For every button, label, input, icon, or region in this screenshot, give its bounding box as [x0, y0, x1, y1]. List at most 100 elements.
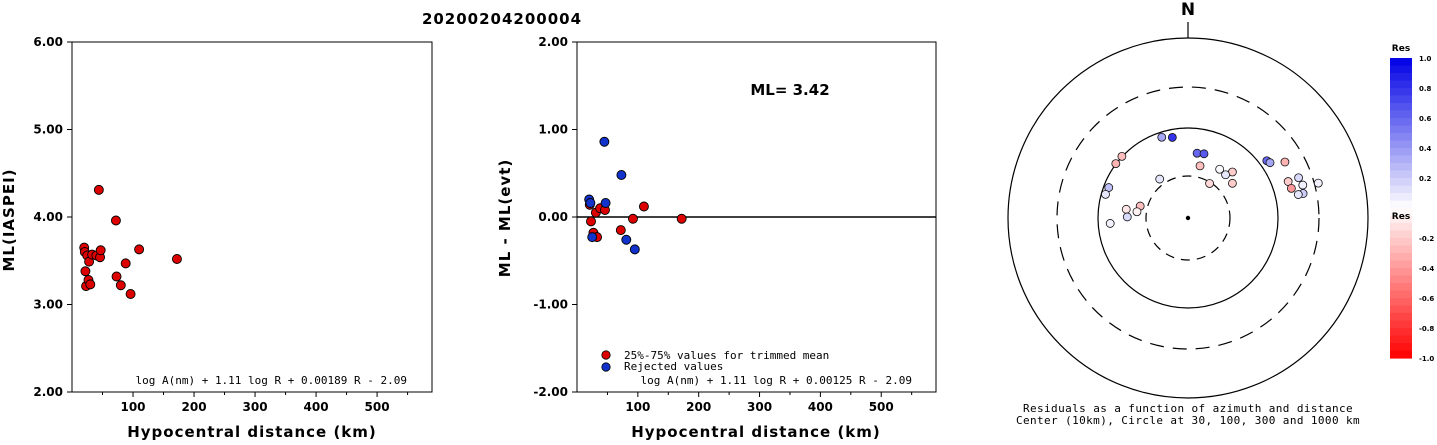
ml-vs-distance-plot: ML(IASPEI) Hypocentral distance (km) log… — [0, 35, 433, 441]
x-axis-label: Hypocentral distance (km) — [127, 423, 377, 441]
colorbar-swatch — [1390, 200, 1412, 209]
data-point — [85, 279, 96, 290]
event-id-title: 20200204200004 — [422, 10, 582, 28]
colorbar-swatch — [1390, 343, 1412, 352]
caption-line-1: Residuals as a function of azimuth and d… — [1023, 402, 1353, 415]
formula-text: log A(nm) + 1.11 log R + 0.00125 R - 2.0… — [640, 374, 912, 387]
y-axis-label: ML - ML(evt) — [496, 159, 514, 277]
data-point — [120, 258, 131, 269]
colorbar-swatch — [1390, 238, 1412, 247]
x-tick-label: 200 — [686, 400, 711, 414]
colorbar-swatch — [1390, 320, 1412, 329]
plot-frame — [71, 41, 433, 393]
data-point — [599, 136, 610, 147]
y-tick-label: 6.00 — [33, 35, 63, 49]
colorbar-swatch — [1390, 185, 1412, 194]
station-residual-point — [1167, 133, 1177, 142]
ring-300km — [1056, 86, 1320, 350]
station-residual-point — [1121, 204, 1131, 214]
data-point — [628, 213, 638, 224]
data-point — [111, 271, 122, 282]
ring-30km — [1145, 175, 1231, 261]
formula-text: log A(nm) + 1.11 log R + 0.00189 R - 2.0… — [135, 374, 407, 387]
y-tick-label: 4.00 — [33, 210, 63, 224]
colorbar-swatch — [1390, 313, 1412, 322]
data-point — [125, 289, 136, 299]
station-residual-point — [1117, 151, 1127, 161]
colorbar-swatch — [1390, 305, 1412, 314]
station-residual-point — [1105, 219, 1115, 228]
colorbar-swatch — [1390, 73, 1412, 82]
y-axis-label: ML(IASPEI) — [0, 168, 18, 271]
colorbar-swatch — [1390, 275, 1412, 284]
legend: 25%-75% values for trimmed mean Rejected… — [601, 349, 829, 373]
y-tick-label: 5.00 — [33, 123, 63, 137]
station-residual-point — [1228, 178, 1237, 188]
ml-value-label: ML= 3.42 — [750, 81, 829, 99]
ring-1000km — [1007, 37, 1369, 399]
colorbar-swatch — [1390, 290, 1412, 299]
azimuth-residual-map: N Residuals as a function of azimuth and… — [1007, 0, 1369, 427]
colorbar-swatch — [1390, 125, 1412, 134]
colorbar-tick-label: 0.6 — [1419, 115, 1432, 123]
station-residual-point — [1101, 189, 1110, 199]
data-point — [616, 170, 627, 180]
colorbar-swatch — [1390, 118, 1412, 127]
x-tick-label: 100 — [625, 400, 650, 414]
station-residual-point — [1199, 149, 1209, 159]
colorbar-swatch — [1390, 223, 1412, 232]
y-tick-label: 0.00 — [538, 210, 568, 224]
station-residual-point — [1215, 164, 1225, 174]
caption-line-2: Center (10km), Circle at 30, 100, 300 an… — [1016, 414, 1360, 427]
data-point — [134, 244, 145, 255]
colorbar-swatch — [1390, 260, 1412, 269]
epicenter-marker — [1185, 215, 1191, 221]
colorbar-swatch — [1390, 268, 1412, 277]
station-residual-point — [1265, 158, 1275, 168]
station-residual-point — [1155, 174, 1165, 184]
colorbar-swatch — [1390, 328, 1412, 337]
station-residual-point — [1280, 157, 1290, 167]
station-residual-point — [1298, 180, 1308, 190]
colorbar-swatch — [1390, 110, 1412, 119]
colorbar-tick-label: 0.4 — [1419, 145, 1432, 153]
colorbar-swatch — [1390, 163, 1412, 172]
data-point — [676, 213, 687, 224]
data-point — [93, 184, 104, 195]
y-tick-label: -2.00 — [533, 385, 568, 399]
residual-vs-distance-plot: ML - ML(evt) Hypocentral distance (km) M… — [496, 35, 937, 441]
y-tick-label: 2.00 — [538, 35, 568, 49]
colorbar-swatch — [1390, 155, 1412, 164]
x-axis-label: Hypocentral distance (km) — [631, 423, 881, 441]
y-tick-label: -1.00 — [533, 298, 568, 312]
x-tick-label: 100 — [120, 400, 145, 414]
x-tick-label: 300 — [747, 400, 772, 414]
x-tick-label: 200 — [182, 400, 207, 414]
colorbar-tick-label: -1.0 — [1419, 355, 1434, 363]
data-point — [95, 245, 106, 256]
colorbar-tick-label: 0.8 — [1419, 85, 1432, 93]
y-tick-label: 1.00 — [538, 123, 568, 137]
station-residual-point — [1313, 178, 1323, 188]
legend-label-trimmed: 25%-75% values for trimmed mean — [624, 349, 829, 362]
data-point — [600, 198, 611, 208]
data-point — [586, 216, 596, 227]
station-residual-point — [1122, 212, 1132, 222]
colorbar-swatch — [1390, 298, 1412, 307]
legend-marker-rejected — [601, 362, 611, 372]
colorbar-swatch — [1390, 245, 1412, 254]
colorbar-swatch — [1390, 95, 1412, 104]
station-residual-point — [1286, 183, 1296, 193]
station-residual-point — [1157, 132, 1167, 142]
colorbar-swatch — [1390, 350, 1412, 359]
colorbar-title: Res — [1392, 44, 1410, 54]
colorbar-swatch — [1390, 253, 1412, 262]
station-residual-point — [1293, 190, 1303, 199]
data-point — [110, 215, 121, 226]
colorbar-swatch — [1390, 215, 1412, 224]
residual-colorbar: Res 1.00.80.60.40.2-0.2-0.4-0.6-0.8-1.0 … — [1390, 44, 1434, 363]
colorbar-swatch — [1390, 208, 1412, 217]
colorbar-swatch — [1390, 283, 1412, 292]
station-residual-point — [1111, 159, 1121, 169]
